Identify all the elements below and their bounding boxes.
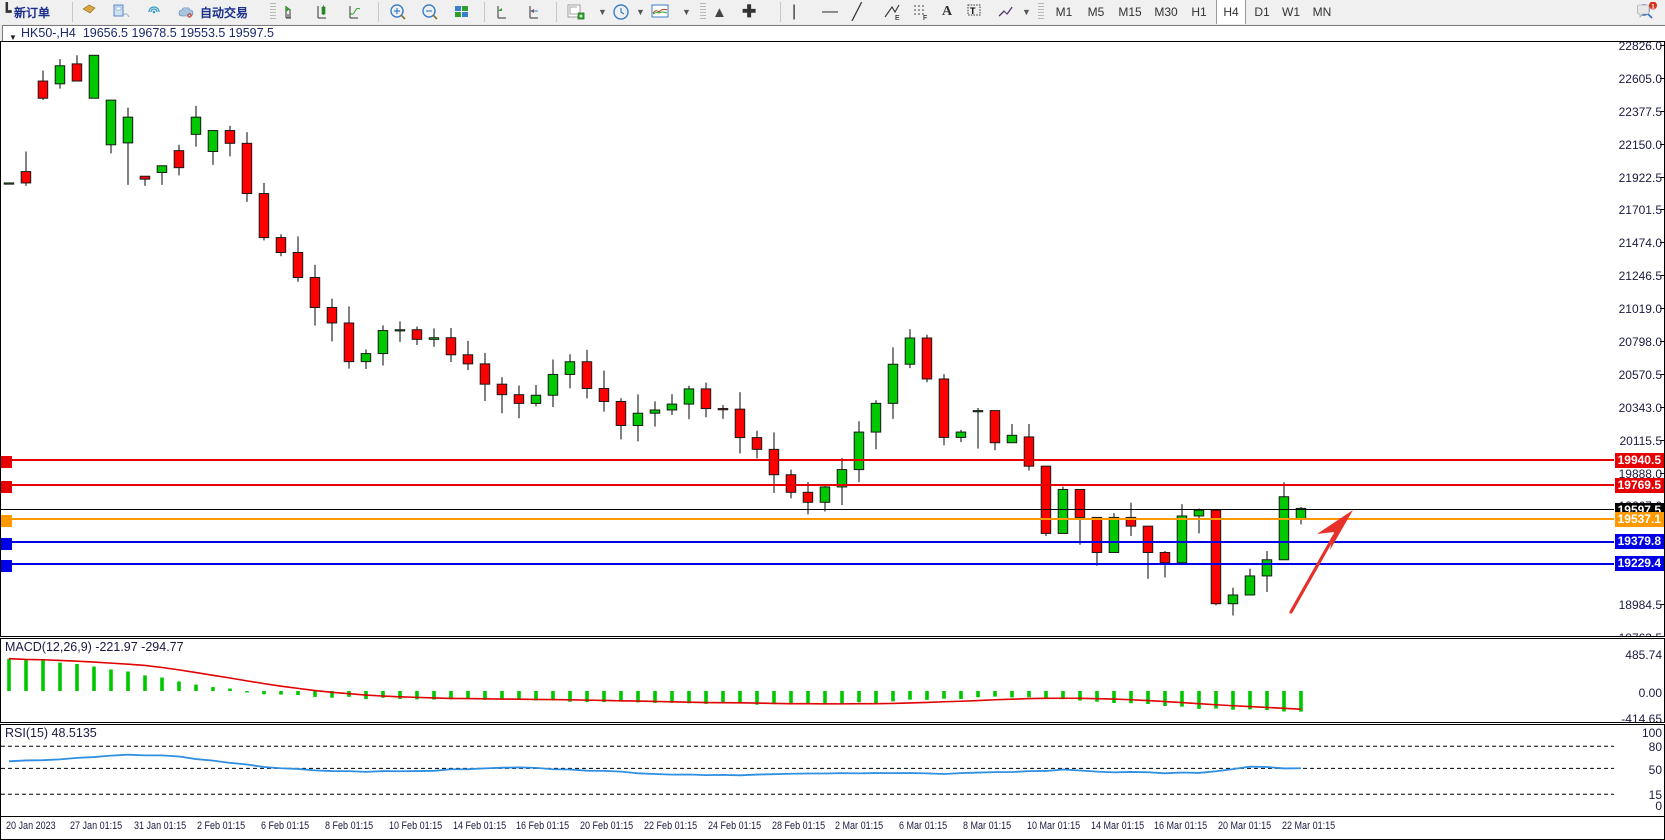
svg-text:E: E: [895, 15, 900, 21]
svg-text:1: 1: [1651, 3, 1655, 10]
svg-text:F: F: [923, 15, 927, 21]
svg-text:T: T: [970, 6, 976, 16]
